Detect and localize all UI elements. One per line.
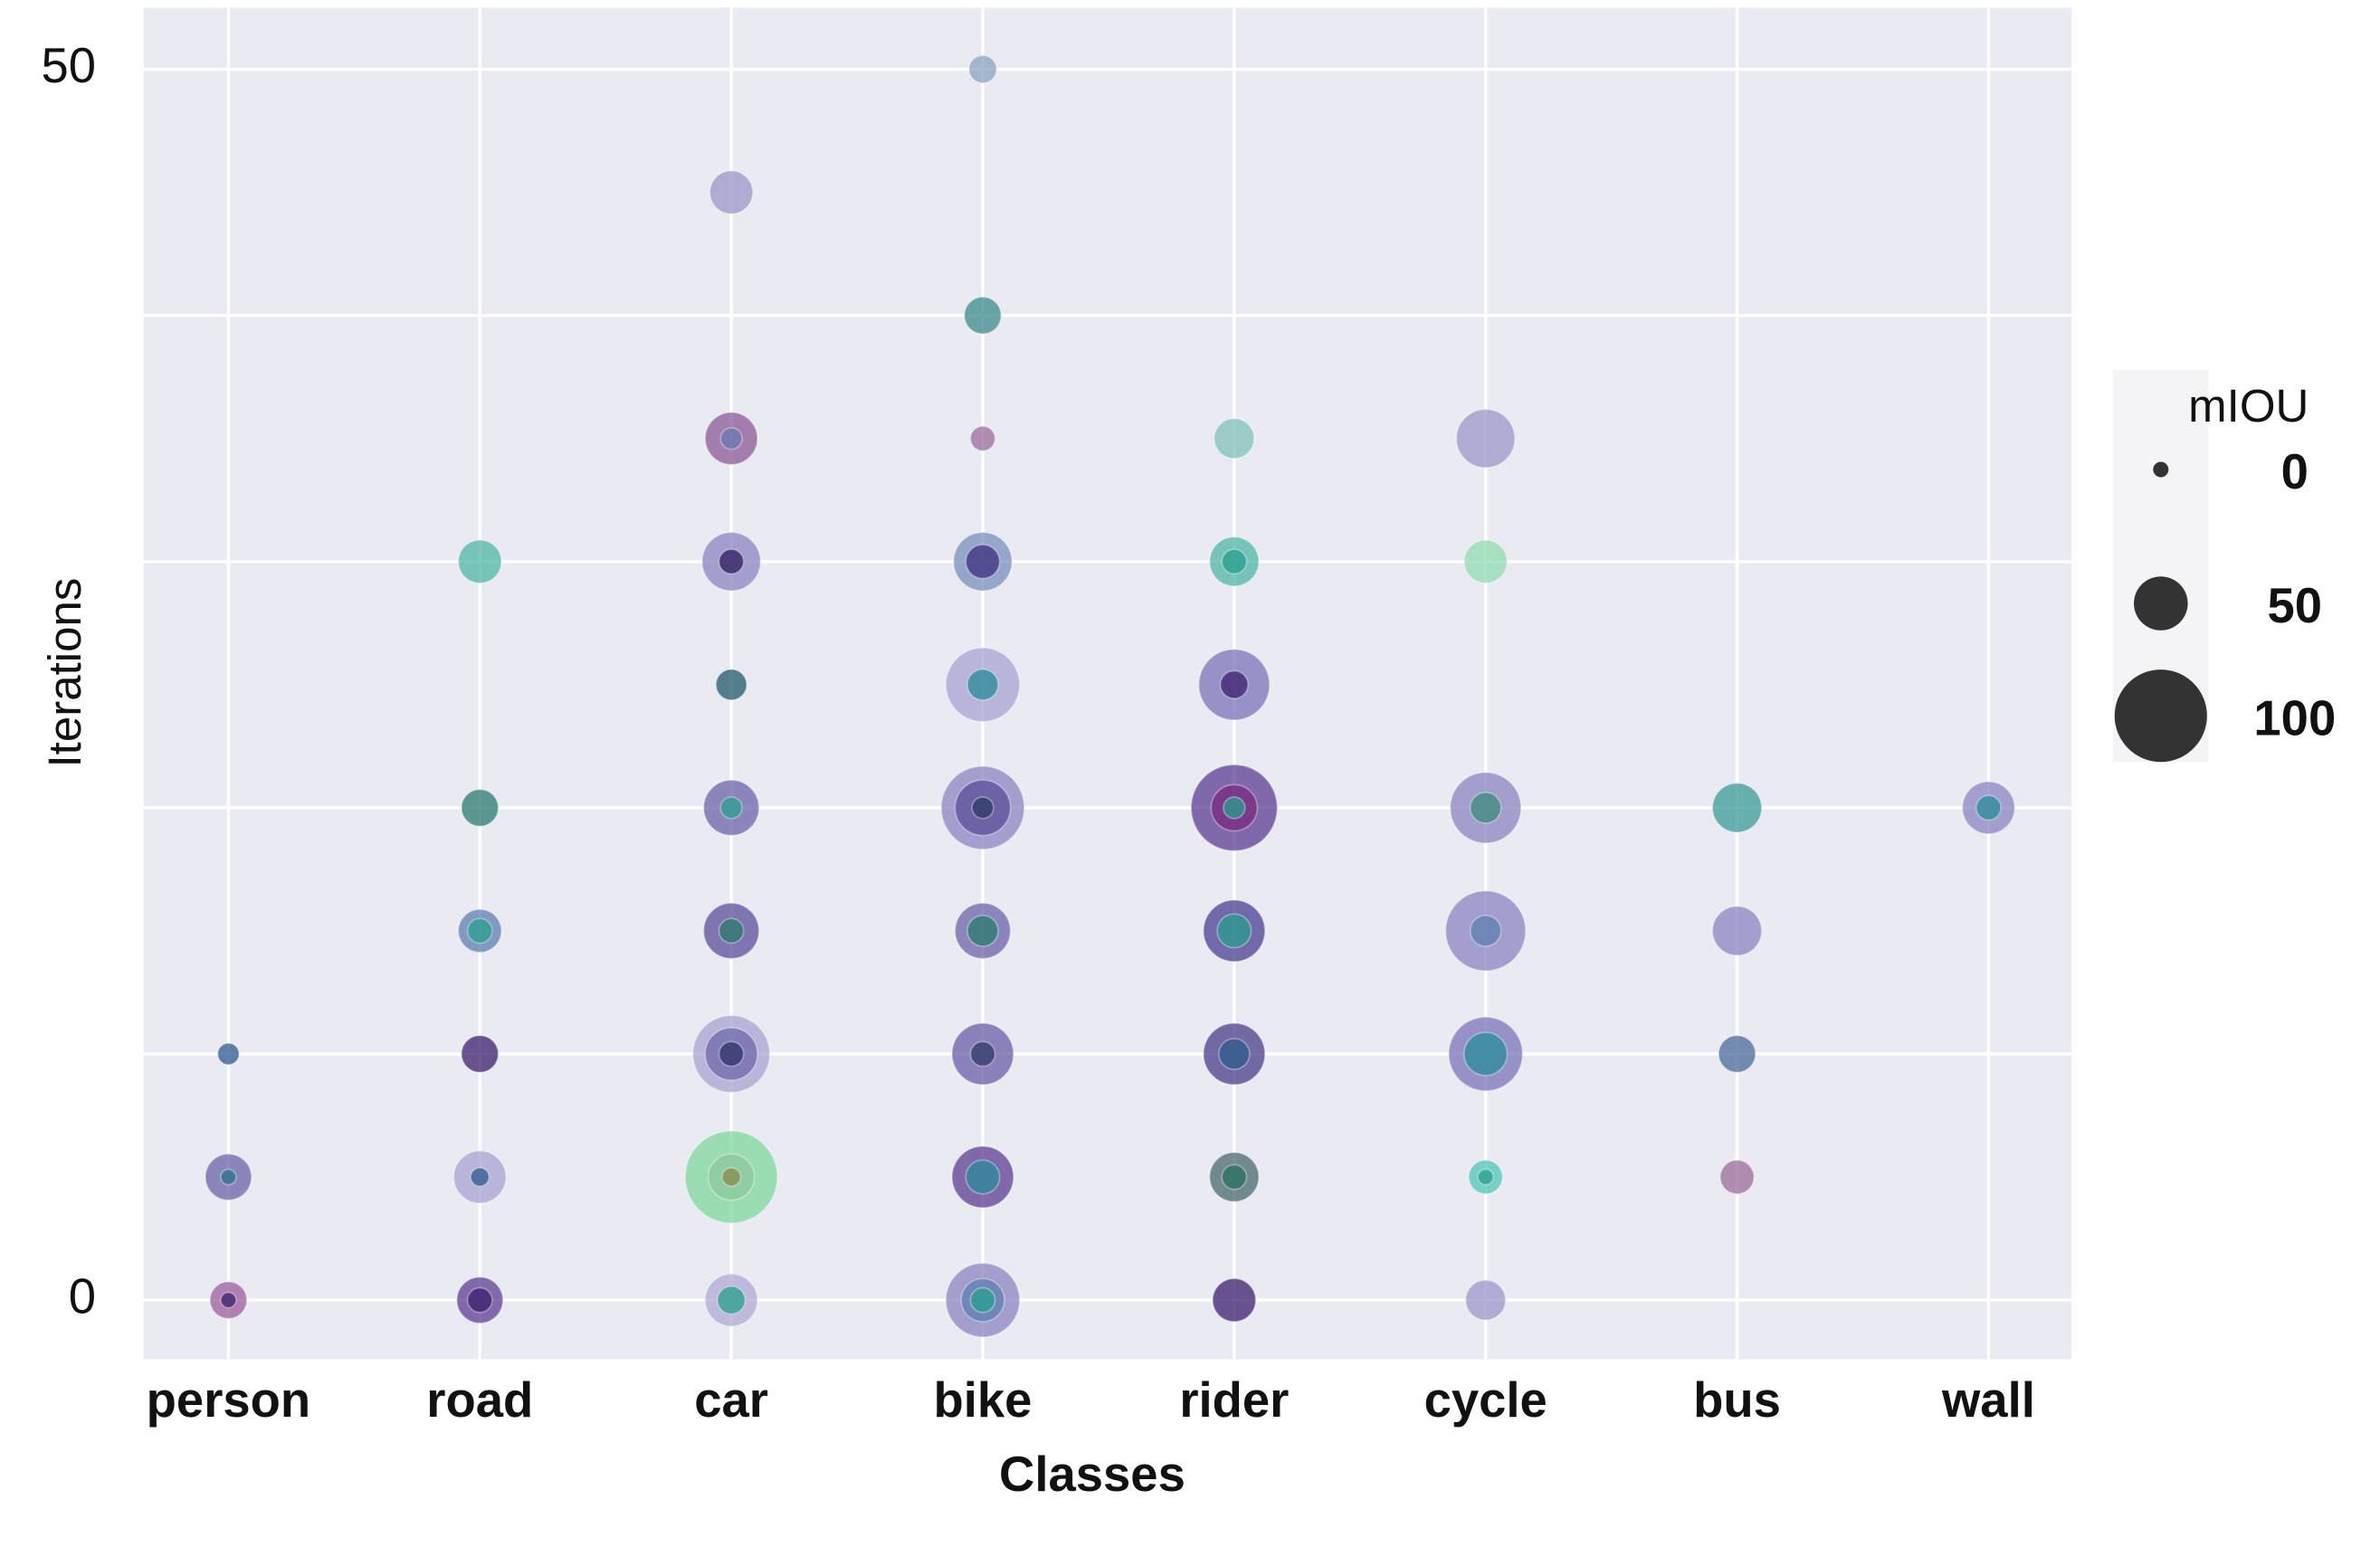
bubble — [718, 548, 745, 575]
bubble — [470, 1166, 490, 1188]
x-tick-label: rider — [1179, 1372, 1289, 1428]
y-tick-label: 0 — [69, 1268, 96, 1324]
bubble — [718, 1040, 745, 1068]
bubble — [1216, 913, 1252, 949]
bubble — [1975, 794, 2002, 821]
bubble — [461, 788, 500, 828]
bubble — [216, 1042, 241, 1066]
x-tick-label: wall — [1941, 1372, 2035, 1428]
legend-size-label: 100 — [2253, 690, 2336, 745]
bubble — [1469, 915, 1502, 947]
bubble — [1464, 1279, 1507, 1322]
bubble — [1463, 539, 1509, 584]
bubble — [1221, 548, 1248, 575]
x-axis-label: Classes — [999, 1447, 1185, 1502]
bubble — [1213, 417, 1255, 460]
legend-size-label: 50 — [2268, 578, 2323, 633]
y-axis-label: Iterations — [39, 578, 90, 768]
bubble — [1711, 782, 1763, 833]
bubble — [719, 796, 743, 820]
bubble — [1477, 1168, 1495, 1186]
x-tick-label: bus — [1693, 1372, 1781, 1428]
bubble — [461, 1034, 500, 1074]
x-tick-label: person — [147, 1372, 311, 1428]
bubble — [1718, 1034, 1756, 1074]
bubble — [966, 915, 999, 947]
y-tick-label: 50 — [42, 38, 97, 93]
legend-title: mIOU — [2188, 380, 2309, 432]
bubble — [466, 1286, 493, 1314]
x-tick-label: road — [426, 1372, 533, 1428]
bubble — [965, 544, 1001, 580]
legend-size-marker — [2153, 461, 2169, 478]
bubble — [967, 54, 998, 84]
x-tick-label: cycle — [1424, 1372, 1547, 1428]
bubble — [963, 296, 1003, 335]
legend-size-marker — [2134, 576, 2188, 631]
bubble — [220, 1291, 237, 1309]
legend-size-label: 0 — [2281, 444, 2309, 499]
bubble — [1217, 1038, 1251, 1070]
bubble — [716, 1285, 747, 1315]
bubble — [969, 1040, 996, 1068]
bubble — [715, 668, 747, 701]
bubble — [1219, 669, 1249, 699]
bubble — [1221, 1163, 1248, 1191]
bubble — [1711, 905, 1763, 957]
bubble — [965, 1159, 1001, 1195]
bubble — [1463, 1031, 1509, 1077]
bubble — [971, 796, 995, 820]
bubble — [966, 668, 999, 701]
bubble — [220, 1168, 237, 1186]
x-tick-label: bike — [934, 1372, 1033, 1428]
bubble — [466, 917, 493, 944]
bubble — [1223, 796, 1246, 820]
x-tick-label: car — [694, 1372, 768, 1428]
bubble — [457, 539, 502, 584]
bubble — [969, 1286, 996, 1314]
bubble — [1718, 1159, 1756, 1195]
bubble — [718, 917, 745, 944]
bubble — [719, 426, 743, 451]
bubble — [1455, 408, 1516, 469]
bubble — [721, 1166, 742, 1188]
bubble — [1469, 792, 1502, 824]
bubble — [709, 169, 754, 215]
plot-background — [143, 7, 2072, 1360]
bubble — [969, 425, 996, 452]
legend-size-marker — [2114, 669, 2207, 763]
bubble — [1212, 1277, 1257, 1323]
